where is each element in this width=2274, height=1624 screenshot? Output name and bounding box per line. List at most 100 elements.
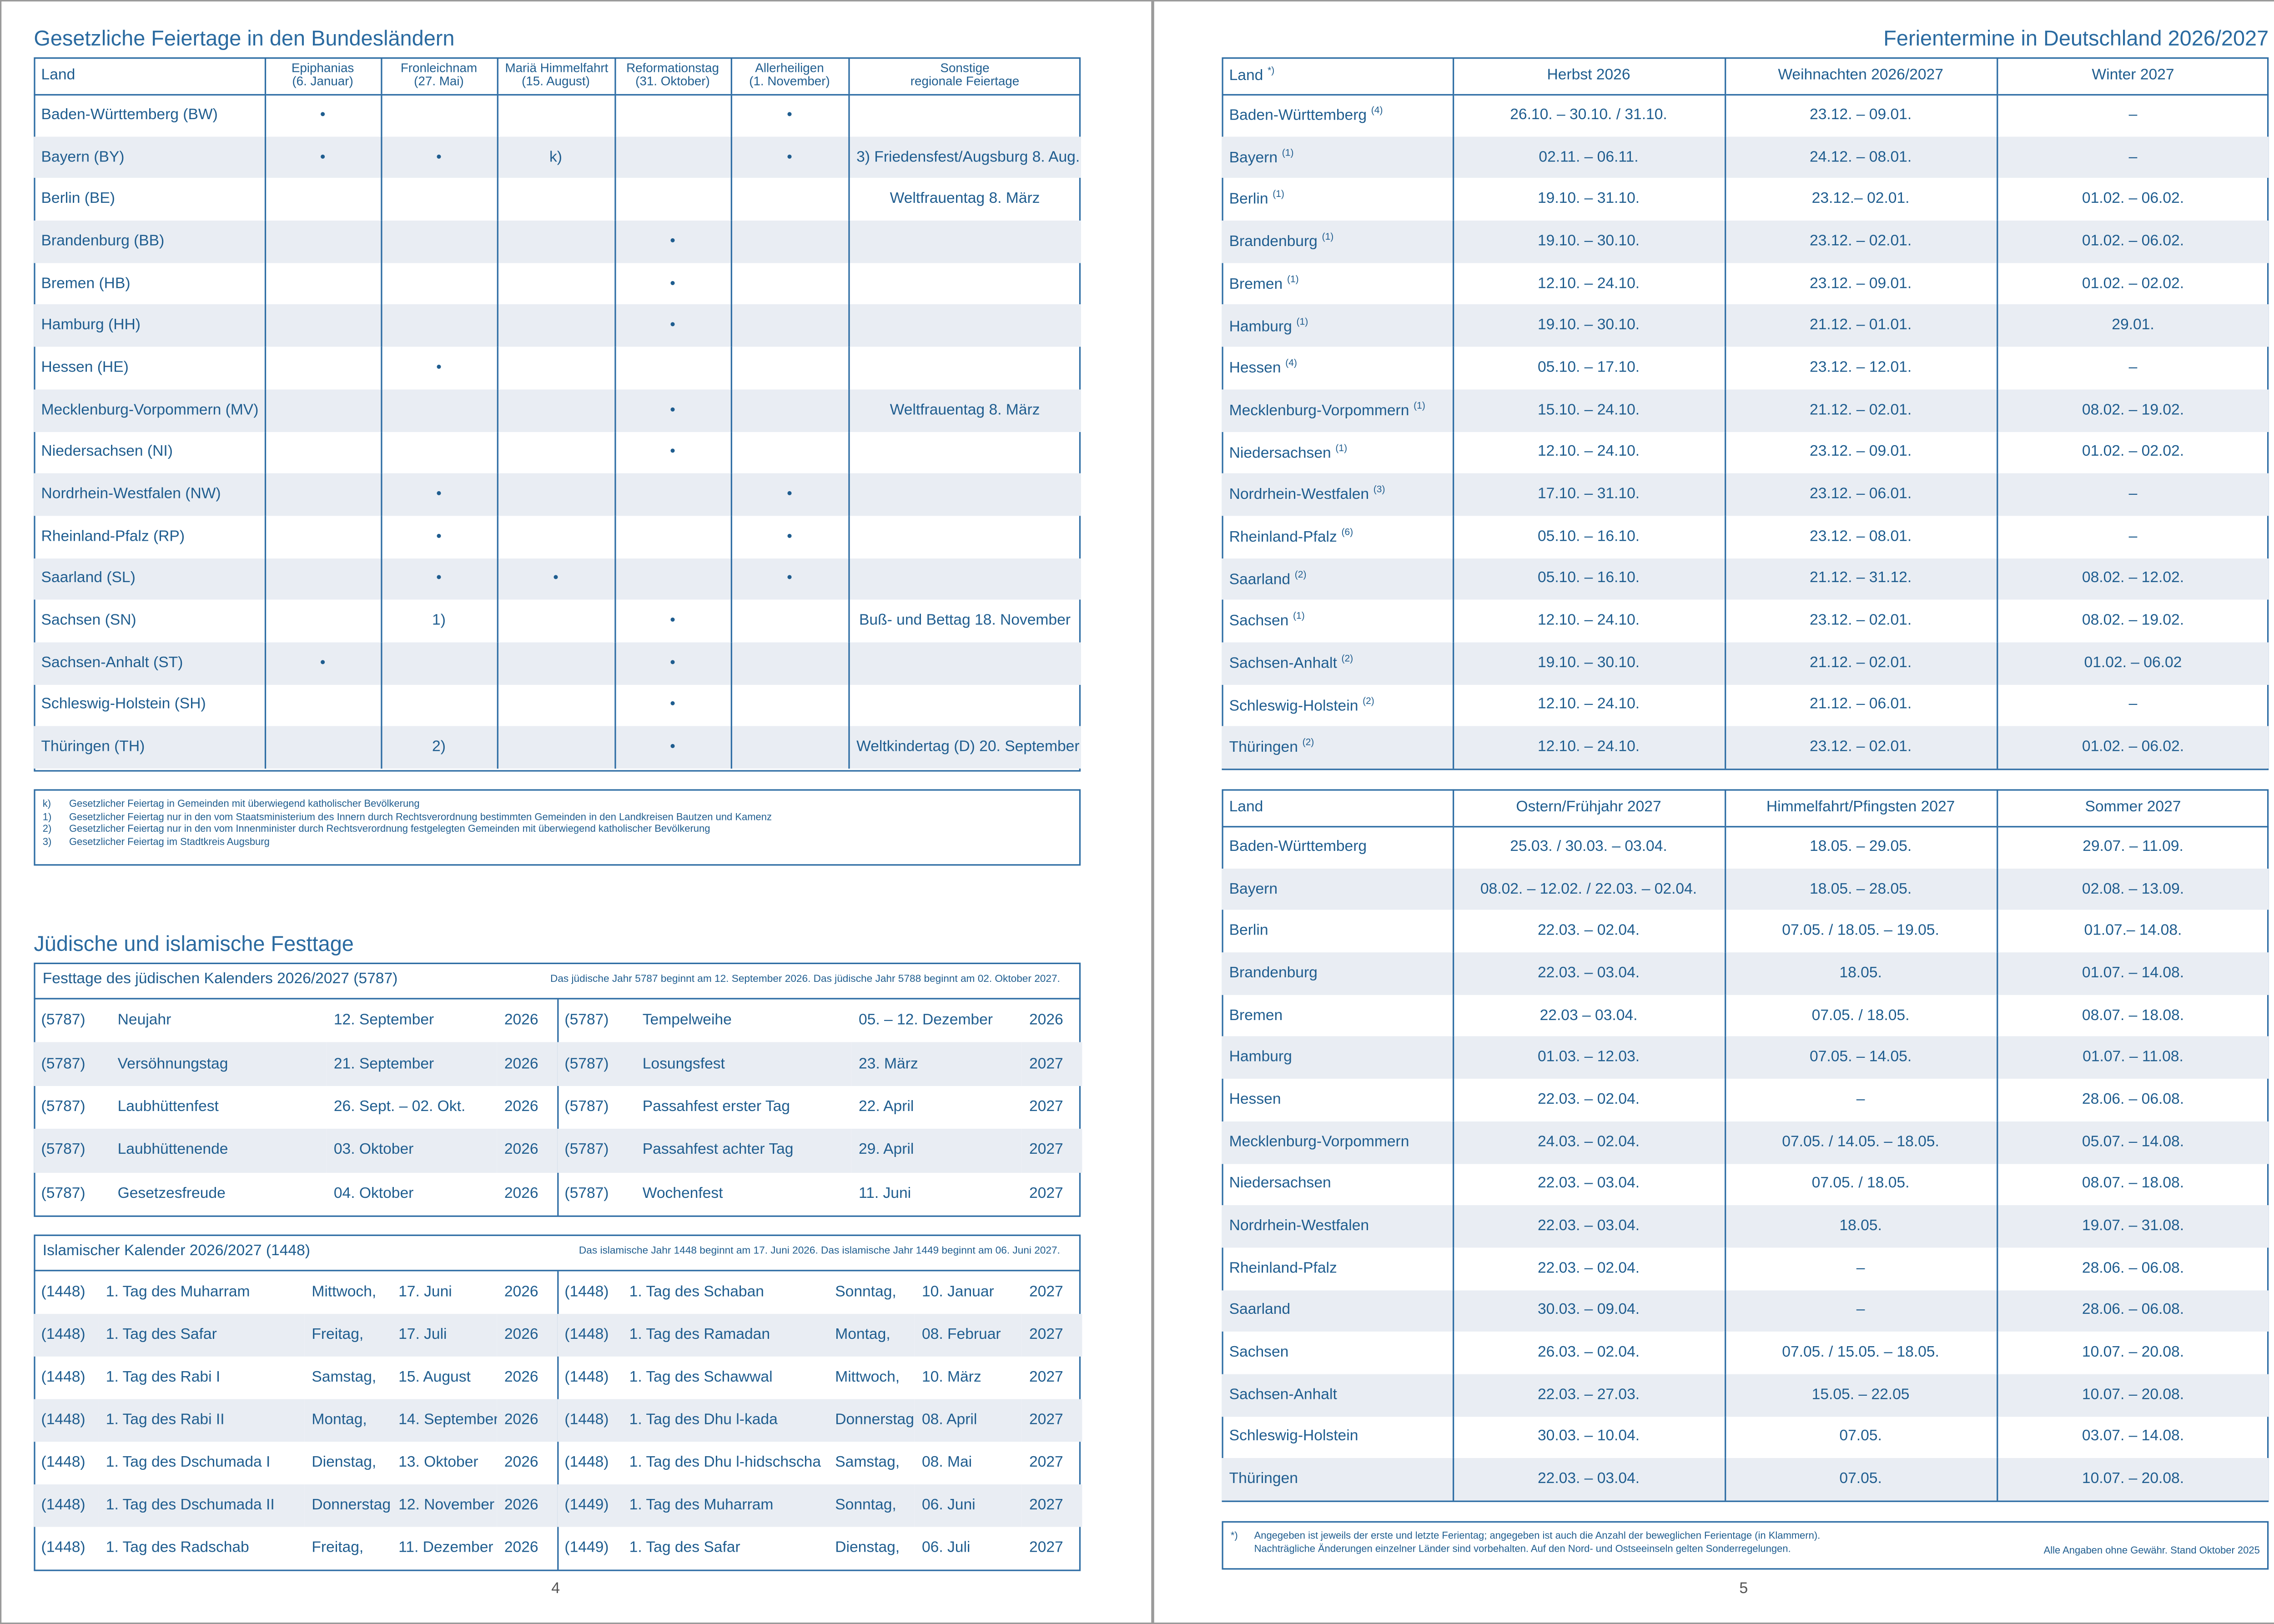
jewish-cell: 2027 (1022, 1172, 1082, 1215)
jewish-cell: 2026 (497, 1172, 558, 1215)
vacation-row: Nordrhein-Westfalen (3) 17.10. – 31.10. 23.… (1222, 473, 2269, 516)
vacation-cell: Rheinland-Pfalz (6) (1222, 516, 1453, 558)
holiday-row: Hessen (HE) • (34, 347, 1081, 389)
holiday-cell: • (380, 136, 497, 179)
holiday-cell (730, 600, 849, 643)
state-name: Bayern (1229, 881, 1278, 898)
vacation-cell: 12.10. – 24.10. (1452, 600, 1725, 643)
state-name: Brandenburg (1229, 234, 1318, 251)
holiday-cell (730, 220, 849, 263)
islamic-cell: 1. Tag des Schawwal (622, 1357, 828, 1399)
state-note: (1) (1273, 190, 1284, 201)
islamic-cell: (1449) (557, 1527, 622, 1570)
vacation-cell: 17.10. – 31.10. (1452, 473, 1725, 516)
jewish-cell: 22. April (851, 1086, 1022, 1129)
vacation-cell: Schleswig-Holstein (1222, 1416, 1453, 1458)
jewish-text: 26. Sept. – 02. Okt. (333, 1099, 466, 1116)
state-name: Hamburg (1229, 319, 1292, 335)
vacation-cell: 01.02. – 06.02. (1996, 220, 2269, 263)
holiday-cell (264, 726, 381, 769)
header-cell: Reformationstag (31. Oktober) (614, 57, 731, 95)
holiday-mark: 1) (432, 613, 446, 629)
islamic-table: (1448) 1. Tag des Schaban Sonntag, 10. Janu… (557, 1271, 1082, 1569)
vacation-dates: 01.02. – 06.02 (2084, 655, 2182, 672)
vacation-dates: 02.11. – 06.11. (1539, 149, 1639, 166)
state-name: Hessen (1229, 361, 1281, 377)
jewish-cell: (5787) (34, 1086, 110, 1129)
header-text: (27. Mai) (414, 74, 464, 89)
jewish-title: Festtage des jüdischen Kalenders 2026/20… (42, 971, 398, 988)
islamic-cell: Mittwoch, (828, 1357, 915, 1399)
vacation-dates: 12.10. – 24.10. (1537, 444, 1640, 461)
state-note: (1) (1335, 443, 1348, 454)
islamic-cell: Donnerstag, (304, 1484, 391, 1527)
islamic-cell: 08. Mai (915, 1442, 1022, 1484)
islamic-cell: Sonntag, (828, 1484, 915, 1527)
islamic-text: Samstag, (835, 1455, 900, 1471)
vacation-dates: 01.02. – 06.02. (2082, 233, 2184, 250)
header-cell: Land *) (1222, 57, 1453, 95)
islamic-cell: 2027 (1022, 1484, 1082, 1527)
header-text: Ostern/Frühjahr 2027 (1516, 799, 1661, 815)
jewish-cell: Losungsfest (635, 1043, 851, 1086)
islamic-cell: 2026 (497, 1357, 558, 1399)
vacation-cell: Bremen (1222, 995, 1453, 1037)
holiday-cell (847, 347, 1081, 389)
vacation-cell: 21.12. – 01.01. (1724, 305, 1997, 347)
vacation-dates: 26.10. – 30.10. / 31.10. (1510, 107, 1667, 124)
header-cell: Sommer 2027 (1996, 789, 2269, 827)
vacation-row: Sachsen (1) 12.10. – 24.10. 23.12. – 02.01.… (1222, 600, 2269, 643)
islamic-text: Samstag, (312, 1369, 377, 1386)
state-name: Sachsen (SN) (41, 613, 136, 629)
vacation-dates: 19.10. – 30.10. (1537, 233, 1640, 250)
vacation-cell: 01.07.– 14.08. (1996, 910, 2269, 953)
jewish-cell: 03. Oktober (327, 1129, 497, 1172)
islamic-cell: 17. Juli (391, 1314, 497, 1357)
vacation-cell: 22.03 – 03.04. (1452, 995, 1725, 1037)
islamic-cell: Montag, (304, 1399, 391, 1442)
jewish-text: 04. Oktober (333, 1186, 414, 1202)
holiday-mark: • (436, 360, 442, 377)
holiday-mark: 3) Friedensfest/Augsburg 8. Aug. (856, 149, 1080, 166)
vacation-dates: 24.12. – 08.01. (1810, 149, 1912, 166)
vacation-cell: 29.07. – 11.09. (1996, 826, 2269, 868)
islamic-text: (1448) (41, 1455, 86, 1471)
vacation-dates: 01.02. – 06.02. (2082, 191, 2184, 208)
holiday-mark: • (436, 149, 442, 166)
vacation-dates: 24.03. – 02.04. (1537, 1134, 1640, 1151)
jewish-cell: (5787) (34, 1043, 110, 1086)
divider (557, 999, 559, 1216)
holiday-cell (496, 389, 615, 432)
vacation-cell: 19.10. – 30.10. (1452, 642, 1725, 684)
islamic-text: 17. Juni (398, 1284, 452, 1301)
vacation-cell: 24.12. – 08.01. (1724, 136, 1997, 179)
jewish-cell: (5787) (557, 1043, 635, 1086)
islamic-table: (1448) 1. Tag des Muharram Mittwoch, 17. Ju… (34, 1271, 558, 1569)
holiday-cell (264, 515, 381, 558)
vacation-cell: 12.10. – 24.10. (1452, 684, 1725, 727)
holiday-cell (496, 726, 615, 769)
jewish-cell: Passahfest erster Tag (635, 1086, 851, 1129)
vacation-cell: 28.06. – 06.08. (1996, 1247, 2269, 1290)
islamic-cell: 2026 (497, 1399, 558, 1442)
vacation-cell: Baden-Württemberg (1222, 826, 1453, 868)
islamic-text: 1. Tag des Dhu l-kada (629, 1412, 778, 1429)
vacation-dates: 08.02. – 19.02. (2082, 402, 2184, 418)
vacation-cell: 10.07. – 20.08. (1996, 1332, 2269, 1374)
state-name: Nordrhein-Westfalen (NW) (41, 486, 221, 503)
vacation-dates: 22.03. – 02.04. (1537, 1260, 1640, 1277)
vacation-cell: Hessen (1222, 1079, 1453, 1121)
page-frame-right (1151, 0, 2274, 1624)
state-name: Bremen (HB) (41, 276, 131, 292)
vacation-dates: 21.12. – 02.01. (1810, 402, 1912, 418)
vacation-cell: 03.07. – 14.08. (1996, 1416, 2269, 1458)
vacation-row: Rheinland-Pfalz (6) 05.10. – 16.10. 23.12. … (1222, 515, 2269, 558)
holiday-cell (496, 473, 615, 516)
vacation-cell: 15.10. – 24.10. (1452, 389, 1725, 432)
holiday-cell: 3) Friedensfest/Augsburg 8. Aug. (847, 136, 1081, 179)
holidays-title: Gesetzliche Feiertage in den Bundeslände… (34, 28, 455, 52)
holiday-cell: • (264, 136, 381, 179)
holiday-cell: Hessen (HE) (34, 347, 265, 389)
state-name: Sachsen-Anhalt (ST) (41, 655, 183, 672)
vacation-cell: – (1996, 515, 2269, 558)
